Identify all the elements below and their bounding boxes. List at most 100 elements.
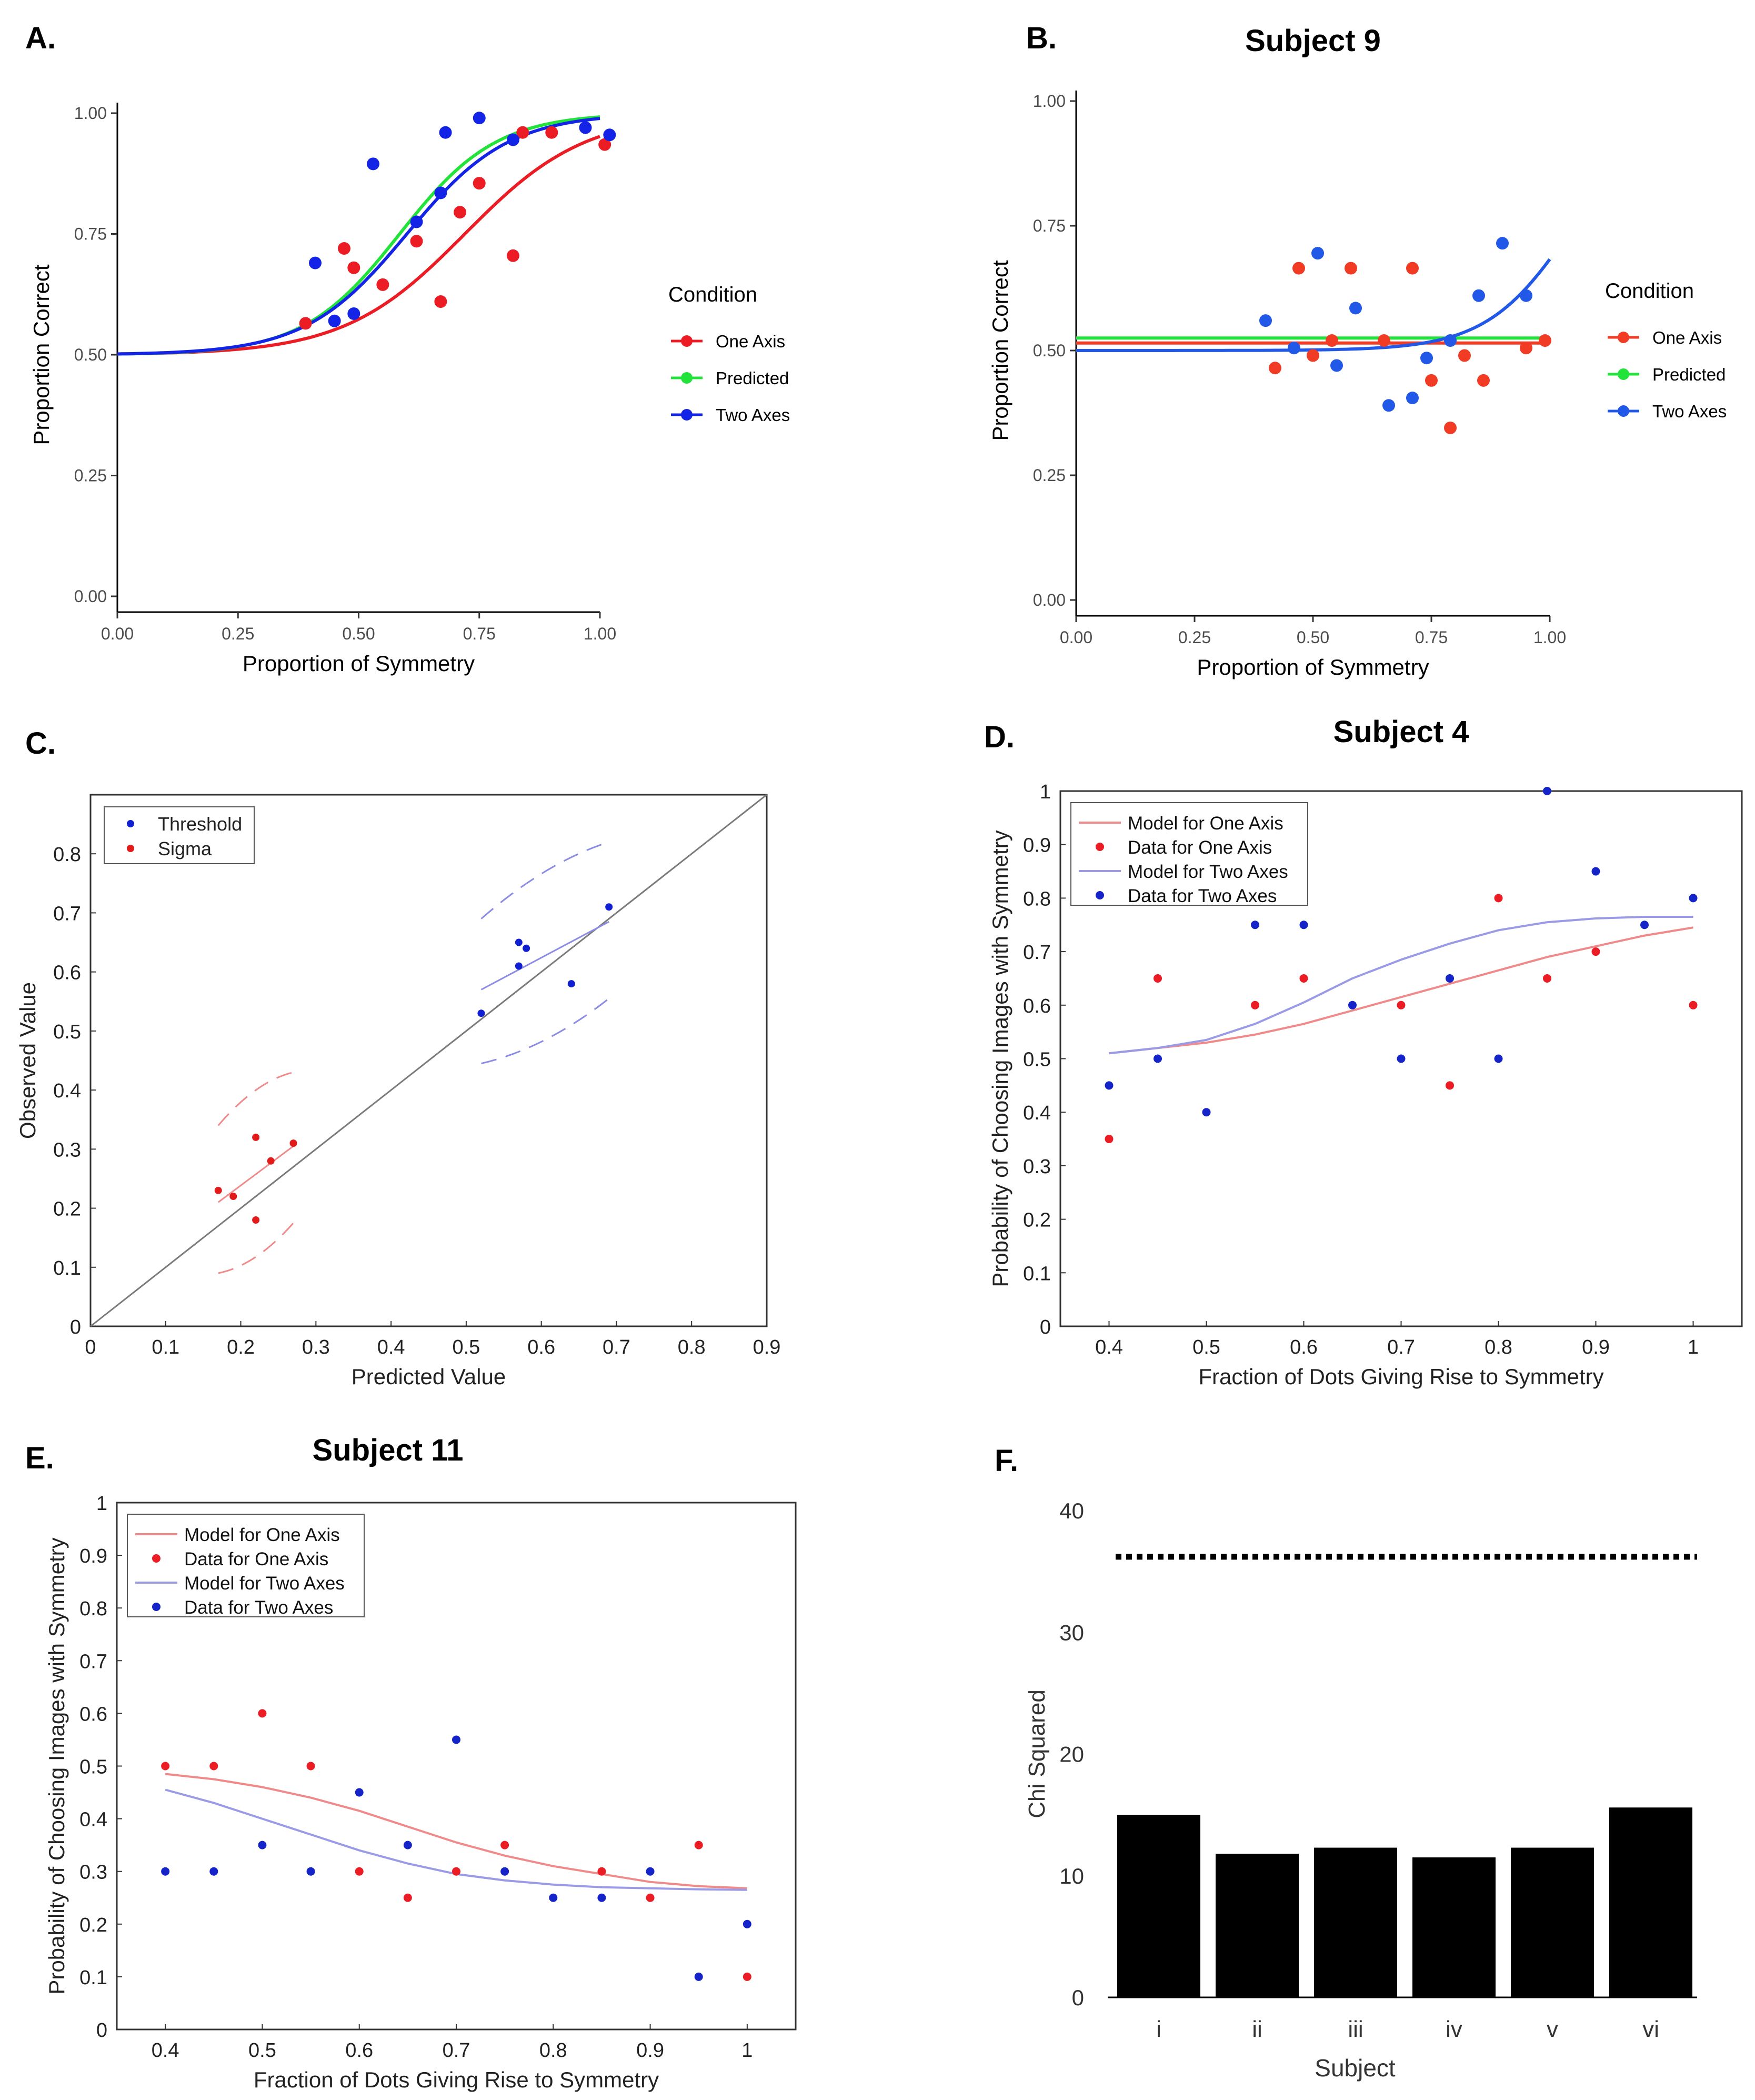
y-axis-label: Chi Squared (1024, 1689, 1050, 1818)
x-tick-label: ii (1252, 2016, 1262, 2042)
y-tick-label: 0.2 (79, 1914, 107, 1936)
chart-title: Subject 11 (313, 1433, 464, 1467)
data-point-data-for-two-axes (1251, 921, 1259, 929)
data-point-data-for-one-axis (1299, 974, 1308, 983)
y-tick-label: 1 (1040, 781, 1051, 803)
y-tick-label: 0.7 (53, 903, 81, 925)
y-tick-label: 0.75 (74, 225, 107, 244)
data-point-data-for-one-axis (355, 1867, 364, 1876)
y-tick-label: 0.25 (1033, 466, 1066, 485)
legend-box (104, 806, 255, 864)
x-tick-label: 0.6 (345, 2039, 373, 2062)
x-tick-label: i (1156, 2016, 1161, 2042)
y-tick-label: 20 (1059, 1742, 1084, 1767)
legend-box (127, 1514, 365, 1617)
x-tick-label: 0.75 (1415, 628, 1448, 647)
panel-letter-b: B. (1026, 21, 1057, 55)
data-point-one-axis (598, 138, 611, 151)
y-tick-label: 0.5 (1023, 1049, 1051, 1071)
legend-marker (681, 372, 693, 384)
data-point-one-axis (473, 177, 486, 190)
data-point-sigma (252, 1133, 260, 1141)
data-point-two-axes (439, 126, 452, 139)
legend-marker (1096, 843, 1104, 851)
data-point-data-for-two-axes (1591, 867, 1600, 876)
y-tick-label: 0.9 (1023, 835, 1051, 857)
data-point-one-axis (1307, 349, 1319, 362)
data-point-one-axis (1425, 374, 1438, 387)
legend-marker (681, 409, 693, 421)
data-point-data-for-one-axis (258, 1709, 267, 1718)
fit-line-threshold (480, 921, 609, 991)
data-point-data-for-one-axis (1397, 1001, 1406, 1009)
data-point-data-for-two-axes (549, 1893, 558, 1902)
x-tick-label: 0.8 (539, 2039, 567, 2062)
y-tick-label: 0 (70, 1316, 81, 1338)
data-point-data-for-two-axes (403, 1841, 412, 1849)
legend-marker (1096, 891, 1104, 899)
panel-letter-f: F. (995, 1444, 1018, 1478)
x-tick-label: 0.9 (636, 2039, 664, 2062)
y-tick-label: 0.6 (79, 1703, 107, 1725)
y-tick-label: 0.50 (74, 345, 107, 364)
confidence-band-sigma (217, 1071, 294, 1126)
data-point-data-for-two-axes (597, 1893, 606, 1902)
data-point-threshold (515, 938, 523, 946)
data-point-one-axis (1444, 421, 1457, 434)
y-tick-label: 10 (1059, 1864, 1084, 1888)
fit-curve-one-axis (117, 135, 601, 356)
data-point-data-for-two-axes (646, 1867, 655, 1876)
x-tick-label: 0.7 (1387, 1336, 1415, 1358)
y-tick-label: 0.3 (1023, 1156, 1051, 1178)
data-point-data-for-two-axes (1105, 1081, 1114, 1090)
legend-marker (1618, 368, 1629, 380)
data-point-one-axis (434, 295, 447, 308)
y-tick-label: 0.9 (79, 1545, 107, 1567)
data-point-two-axes (1382, 399, 1395, 412)
legend-label: Threshold (158, 813, 242, 835)
y-tick-label: 0.00 (74, 587, 107, 606)
data-point-data-for-two-axes (1397, 1054, 1406, 1063)
y-tick-label: 0.00 (1033, 591, 1066, 609)
y-tick-label: 0.5 (79, 1756, 107, 1778)
data-point-one-axis (1539, 334, 1551, 347)
legend-label: Model for One Axis (184, 1525, 340, 1545)
bar-iii (1314, 1847, 1397, 1997)
x-tick-label: 0.8 (678, 1336, 706, 1358)
legend-label: Predicted (716, 368, 789, 388)
x-tick-label: 0.7 (443, 2039, 470, 2062)
chart-title: Subject 9 (1245, 24, 1381, 58)
data-point-two-axes (1288, 342, 1300, 355)
x-axis-label: Subject (1315, 2054, 1396, 2082)
data-point-threshold (567, 980, 575, 988)
y-tick-label: 40 (1059, 1498, 1084, 1523)
panel-letter-e: E. (25, 1441, 54, 1475)
y-tick-label: 0.4 (79, 1809, 107, 1831)
data-point-data-for-two-axes (1154, 1054, 1162, 1063)
data-point-two-axes (603, 128, 616, 142)
y-axis-label: Probability of Choosing Images with Symm… (44, 1537, 69, 1994)
data-point-two-axes (1406, 392, 1419, 405)
data-point-one-axis (299, 317, 312, 330)
x-tick-label: 0.9 (753, 1336, 781, 1358)
data-point-data-for-one-axis (694, 1841, 703, 1849)
x-tick-label: 0 (85, 1336, 96, 1358)
y-tick-label: 0.3 (53, 1139, 81, 1161)
data-point-one-axis (1378, 334, 1390, 347)
data-point-data-for-two-axes (1446, 974, 1454, 983)
data-point-data-for-one-axis (452, 1867, 460, 1876)
data-point-one-axis (1458, 349, 1471, 362)
x-tick-label: 0.2 (227, 1336, 255, 1358)
x-axis-label: Predicted Value (352, 1364, 506, 1389)
data-point-data-for-one-axis (1251, 1001, 1259, 1009)
data-point-data-for-one-axis (209, 1762, 218, 1771)
y-tick-label: 0.6 (53, 962, 81, 984)
legend-label: Model for Two Axes (184, 1573, 345, 1594)
plot-frame (89, 794, 768, 1327)
data-point-two-axes (1349, 302, 1362, 315)
y-axis-label: Observed Value (15, 982, 40, 1139)
chart-panel-d: Subject 4 0 0.1 0.2 0.3 0.4 0.5 0.6 0.7 0.8 0.9 1 0.… (988, 715, 1743, 1389)
legend-label: Predicted (1652, 365, 1726, 384)
x-tick-label: 0.50 (342, 624, 375, 643)
